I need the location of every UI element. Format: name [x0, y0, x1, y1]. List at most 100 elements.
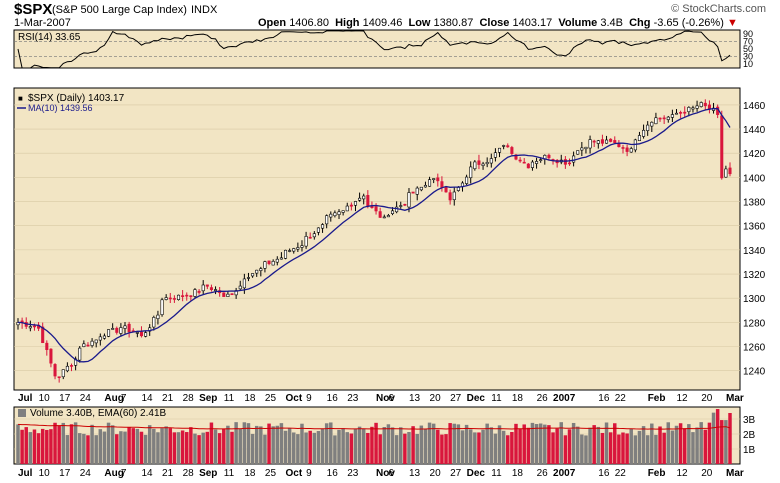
- volume-bar: [53, 422, 57, 464]
- volume-bar: [201, 432, 205, 464]
- x-axis-label-bottom: 18: [512, 468, 524, 479]
- volume-bar: [57, 425, 61, 464]
- candle: [679, 112, 683, 114]
- candle: [246, 277, 251, 279]
- candle: [584, 146, 588, 150]
- volume-bar: [353, 429, 358, 464]
- candle: [650, 121, 654, 127]
- volume-bar: [510, 432, 514, 464]
- candle: [28, 326, 32, 329]
- volume-bar: [94, 435, 98, 464]
- x-axis-label-bottom: 20: [430, 468, 442, 479]
- volume-bar: [645, 435, 650, 464]
- candle: [57, 376, 61, 379]
- volume-bar: [571, 422, 576, 464]
- x-axis-label-top: 9: [306, 393, 312, 404]
- candle: [522, 161, 526, 164]
- candle: [625, 147, 629, 152]
- volume-bar: [514, 423, 518, 464]
- candle: [329, 213, 333, 218]
- price-tick-label: 1380: [743, 198, 766, 209]
- volume-bar: [621, 432, 625, 464]
- x-axis-label-bottom: Aug: [104, 468, 123, 479]
- volume-bar: [250, 433, 255, 464]
- volume-bar: [209, 422, 214, 464]
- candle: [345, 205, 349, 212]
- x-axis-label-bottom: 13: [409, 468, 421, 479]
- candle: [526, 163, 530, 169]
- x-axis-label-top: Aug: [104, 393, 123, 404]
- candle: [263, 261, 267, 269]
- candle: [481, 163, 485, 166]
- x-axis-label-top: 7: [121, 393, 127, 404]
- candle: [596, 140, 600, 144]
- x-axis-label-top: Oct: [286, 393, 303, 404]
- candle: [666, 116, 670, 120]
- candle: [605, 139, 609, 144]
- x-axis-label-bottom: Jul: [18, 468, 33, 479]
- x-axis-label-top: 24: [80, 393, 92, 404]
- candle: [358, 197, 362, 201]
- volume-bar: [300, 423, 304, 464]
- volume-bar: [254, 425, 259, 464]
- rsi-panel-background: [13, 29, 741, 69]
- candle: [259, 268, 263, 271]
- candle: [65, 365, 69, 372]
- candle: [444, 186, 448, 193]
- x-axis-label-top: 14: [141, 393, 153, 404]
- candle: [493, 152, 497, 158]
- volume-bar: [493, 433, 498, 464]
- volume-bar: [526, 427, 531, 464]
- volume-bar: [164, 426, 168, 464]
- candle: [176, 294, 181, 300]
- candle: [119, 327, 123, 334]
- volume-bar: [530, 422, 535, 464]
- candle: [592, 140, 596, 143]
- volume-bar: [341, 428, 345, 464]
- volume-bar: [49, 429, 53, 464]
- volume-tick-label: 3B: [743, 415, 756, 426]
- x-axis-label-bottom: 14: [141, 468, 153, 479]
- price-tick-label: 1400: [743, 173, 766, 184]
- candle: [407, 192, 411, 208]
- candle: [115, 327, 119, 333]
- x-axis-label-bottom: 24: [80, 468, 92, 479]
- close-value: 1403.17: [512, 17, 553, 29]
- exchange: INDX: [191, 4, 218, 16]
- volume-bar: [374, 422, 378, 464]
- volume-bar: [143, 434, 148, 464]
- x-axis-label-bottom: 17: [59, 468, 71, 479]
- candle: [45, 342, 49, 350]
- volume-bar: [20, 429, 24, 464]
- candle: [485, 162, 489, 165]
- volume-bar: [720, 420, 724, 464]
- volume-bar: [547, 425, 551, 464]
- volume-bar: [312, 432, 317, 464]
- price-grid: [14, 104, 740, 371]
- volume-bar: [538, 423, 543, 464]
- volume-bar: [596, 426, 601, 464]
- candle: [456, 187, 460, 191]
- candle: [687, 107, 691, 112]
- candle: [362, 195, 366, 200]
- volume-bar: [394, 435, 399, 464]
- volume-tick-label: 1B: [743, 445, 756, 456]
- volume-bar: [349, 433, 354, 464]
- candle: [386, 215, 390, 218]
- candle: [539, 159, 543, 161]
- volume-bar: [460, 430, 465, 464]
- volume-bar: [452, 423, 456, 464]
- volume-bar: [65, 435, 70, 464]
- candle: [506, 145, 510, 148]
- x-axis-label-bottom: 26: [537, 468, 549, 479]
- candle: [111, 328, 115, 330]
- candle: [617, 143, 621, 148]
- price-tick-label: 1340: [743, 246, 766, 257]
- volume-bar: [588, 427, 592, 464]
- x-axis-label-top: 11: [224, 393, 235, 404]
- x-axis-label-top: 6: [388, 393, 394, 404]
- rsi-tick-label: 50: [743, 44, 753, 54]
- volume-bar: [386, 424, 391, 464]
- volume-bar: [485, 423, 489, 464]
